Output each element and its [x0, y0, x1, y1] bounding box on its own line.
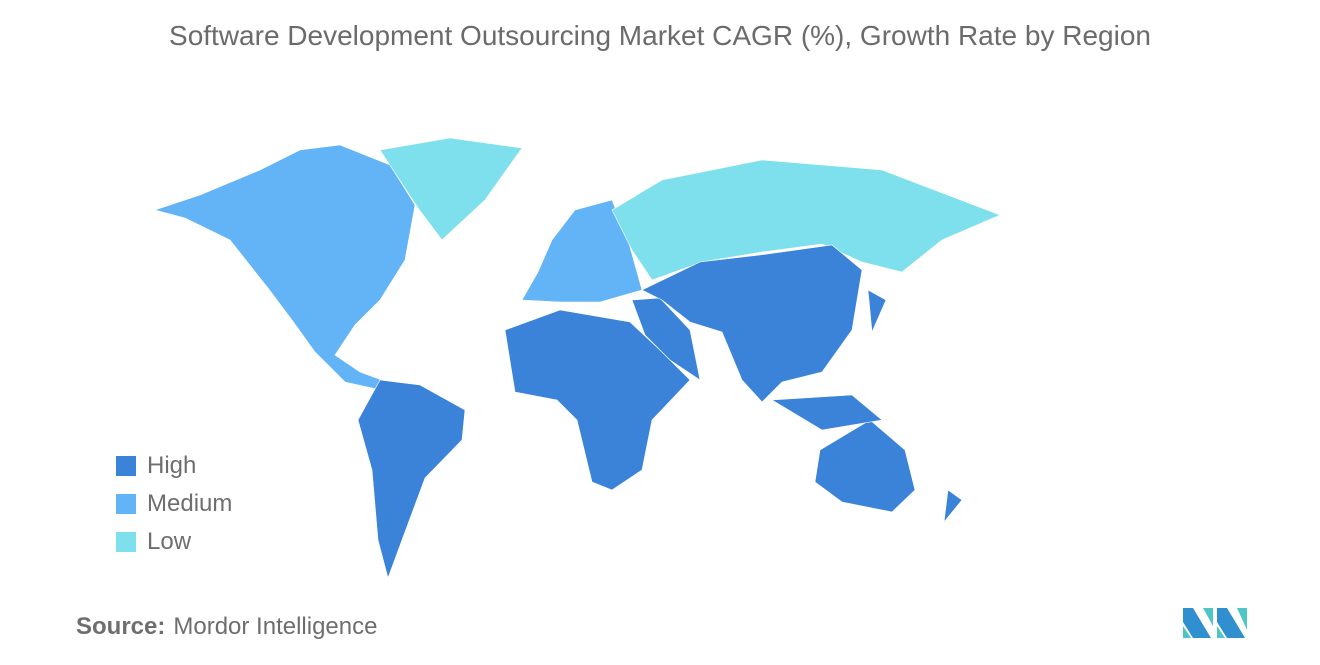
- region-africa: [504, 309, 691, 491]
- region-australia-oceania: [771, 394, 883, 431]
- legend-item-high: High: [116, 452, 196, 480]
- source-value: Mordor Intelligence: [173, 613, 378, 640]
- legend-swatch-medium: [116, 494, 136, 514]
- legend-item-low: Low: [116, 528, 191, 556]
- legend-label: High: [147, 452, 197, 479]
- region-greenland: [379, 137, 523, 241]
- source-note: Source: Mordor Intelligence: [76, 613, 377, 641]
- mordor-logo: [1183, 608, 1247, 638]
- region-asia: [641, 244, 863, 403]
- region-australia-oceania: [814, 419, 916, 513]
- region-russia: [611, 159, 1001, 281]
- legend-item-medium: Medium: [116, 490, 232, 518]
- source-label: Source:: [76, 613, 166, 640]
- legend-swatch-low: [116, 532, 136, 552]
- legend-label: Low: [147, 528, 192, 555]
- legend-label: Medium: [147, 490, 233, 517]
- region-south-america: [357, 379, 466, 579]
- chart-title: Software Development Outsourcing Market …: [169, 20, 1151, 51]
- region-australia-oceania: [867, 289, 887, 334]
- region-north-america: [153, 144, 416, 393]
- region-australia-oceania: [943, 489, 963, 523]
- legend-swatch-high: [116, 456, 136, 476]
